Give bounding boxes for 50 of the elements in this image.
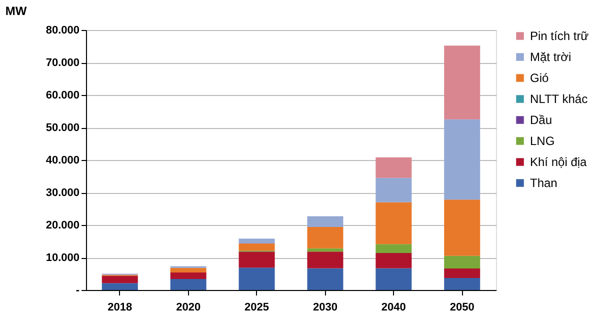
legend-label: Dầu (530, 113, 552, 127)
y-tick-label: 60.000 (46, 90, 80, 102)
legend-label: Khí nội địa (530, 155, 588, 169)
bar (444, 278, 480, 290)
bar (307, 216, 344, 227)
y-tick-label: 20.000 (46, 220, 80, 232)
bar (376, 268, 412, 290)
y-tick-label: - (76, 284, 80, 296)
y-tick-label: 40.000 (46, 154, 80, 166)
x-tick-label: 2020 (176, 302, 201, 314)
y-tick-label: 80.000 (46, 24, 80, 36)
y-tick-label: 30.000 (46, 187, 80, 199)
bar (238, 244, 275, 251)
bar (102, 283, 138, 290)
bar (307, 248, 344, 252)
bar (170, 268, 206, 272)
x-tick-label: 2050 (450, 302, 474, 314)
y-tick-label: 70.000 (46, 57, 80, 69)
y-tick-label: 10.000 (46, 252, 80, 264)
bar (444, 46, 480, 120)
bar (238, 268, 275, 290)
bar (238, 252, 275, 268)
bar (307, 268, 344, 290)
bar (238, 238, 275, 244)
legend-label: Than (530, 176, 558, 190)
bar (376, 178, 412, 202)
bar (102, 276, 138, 284)
bar (376, 157, 412, 178)
bar (307, 252, 344, 268)
x-tick-label: 2018 (108, 302, 132, 314)
y-tick-label: 50.000 (46, 122, 80, 134)
legend-label: Mặt trời (530, 50, 572, 64)
bar (307, 226, 344, 248)
bar (376, 202, 412, 244)
legend-label: Pin tích trữ (530, 29, 589, 43)
bar (444, 119, 480, 200)
bar (444, 200, 480, 256)
y-axis-title: MW (5, 4, 28, 18)
bar (170, 278, 206, 290)
legend-label: NLTT khác (530, 92, 588, 106)
bar (444, 268, 480, 278)
x-tick-label: 2025 (244, 302, 270, 314)
x-tick-label: 2040 (381, 302, 406, 314)
bar (376, 252, 412, 268)
legend-label: LNG (530, 134, 555, 148)
bar (376, 244, 412, 253)
x-tick-label: 2030 (312, 302, 338, 314)
legend-label: Gió (530, 71, 549, 85)
bar (170, 272, 206, 279)
bar (444, 256, 480, 269)
